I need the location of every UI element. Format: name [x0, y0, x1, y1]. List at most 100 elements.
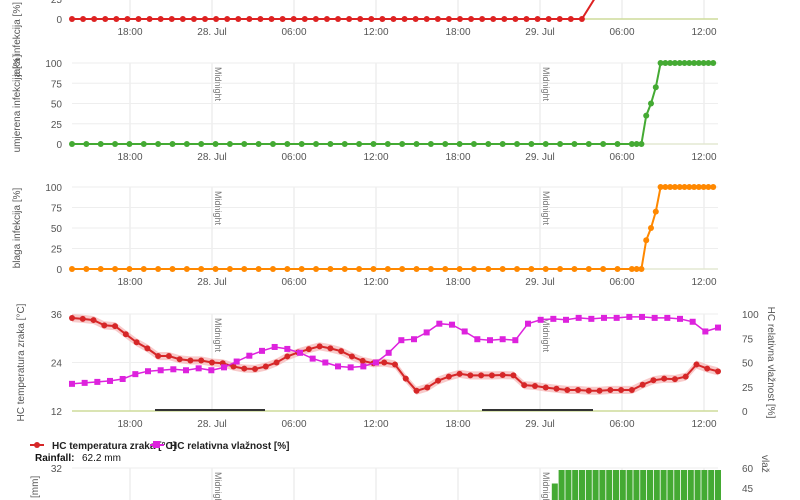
x-tick-label: 12:00: [691, 277, 716, 288]
data-point: [413, 141, 420, 147]
humidity-point: [588, 315, 595, 322]
midnight-label: Midnight: [213, 318, 223, 353]
data-point: [198, 141, 205, 147]
humidity-point: [537, 316, 544, 323]
data-point: [442, 141, 449, 147]
data-point: [657, 184, 664, 190]
data-point: [190, 16, 197, 22]
humidity-point: [259, 347, 265, 354]
temperature-point: [456, 370, 463, 377]
rain-bar: [613, 470, 619, 500]
data-point: [356, 266, 363, 272]
data-point: [542, 266, 549, 272]
data-point: [667, 60, 674, 66]
legend-humidity-marker: [153, 441, 160, 448]
humidity-point: [69, 380, 75, 387]
temperature-humidity-panel: 12 24 36 0 25 50 75 100 HC temperatura zraka [°C…: [16, 303, 776, 421]
data-point: [557, 141, 564, 147]
data-point: [512, 16, 519, 22]
series-line: [72, 0, 595, 20]
humidity-point: [702, 328, 709, 335]
temperature-point: [596, 387, 603, 394]
humidity-point: [119, 375, 126, 382]
data-point: [83, 141, 90, 147]
x-tick-label: 18:00: [445, 27, 470, 38]
data-point: [556, 16, 563, 22]
y2-tick-label: 75: [742, 334, 754, 345]
data-point: [379, 16, 386, 22]
data-point: [357, 16, 364, 22]
temperature-point: [585, 387, 592, 394]
temperature-point: [661, 375, 668, 382]
legend-humidity-label[interactable]: HC relativna vlažnost [%]: [170, 441, 289, 452]
data-point: [528, 141, 535, 147]
x-tick-label: 29. Jul: [525, 277, 554, 288]
temperature-point: [564, 386, 571, 393]
data-point: [456, 266, 463, 272]
rain-bar: [606, 470, 613, 500]
data-point: [313, 141, 320, 147]
temperature-point: [435, 377, 442, 384]
humidity-point: [563, 316, 569, 323]
data-point: [224, 16, 231, 22]
y-tick-label: 25: [51, 0, 63, 6]
data-point: [710, 60, 717, 66]
temperature-point: [639, 381, 646, 388]
temperature-point: [101, 322, 108, 329]
data-point: [91, 16, 98, 22]
data-point: [202, 16, 209, 22]
rain-bar: [640, 470, 647, 500]
midnight-label: Midnight: [213, 472, 223, 500]
data-point: [226, 266, 233, 272]
data-point: [671, 60, 678, 66]
humidity-point: [360, 363, 367, 370]
data-point: [157, 16, 164, 22]
data-point: [528, 266, 535, 272]
data-point: [445, 16, 452, 22]
temperature-point: [359, 357, 366, 364]
humidity-point: [385, 349, 392, 356]
data-point: [113, 16, 120, 22]
temperature-point: [628, 386, 635, 393]
x-tick-label: 28. Jul: [197, 152, 226, 163]
data-point: [567, 16, 574, 22]
rain-bar: [579, 470, 585, 500]
humidity-point: [183, 367, 189, 374]
y-tick-label: 25: [51, 245, 63, 256]
rain-bar: [592, 470, 599, 500]
x-tick-label: 29. Jul: [525, 152, 554, 163]
temperature-point: [208, 359, 215, 366]
data-point: [657, 60, 664, 66]
rain-bar: [653, 470, 660, 500]
data-point: [571, 266, 578, 272]
temperature-point: [445, 373, 452, 380]
data-point: [140, 141, 147, 147]
x-tick-label: 06:00: [609, 277, 634, 288]
data-point: [648, 225, 655, 231]
humidity-point: [297, 349, 303, 356]
rain-bar: [585, 470, 592, 500]
temperature-point: [392, 361, 398, 368]
temperature-point: [338, 348, 345, 355]
y-axis-title: jaka infekcija [%]: [12, 2, 23, 78]
data-point: [341, 266, 348, 272]
x-tick-label: 12:00: [691, 152, 716, 163]
rainfall-label: Rainfall:: [35, 453, 74, 464]
temperature-point: [715, 368, 721, 375]
x-tick-label: 12:00: [363, 277, 388, 288]
data-point: [700, 60, 707, 66]
data-point: [643, 237, 650, 244]
data-point: [212, 266, 219, 272]
data-point: [686, 60, 693, 66]
y-tick-label: 32: [51, 464, 63, 475]
rain-bar: [572, 470, 579, 500]
rain-bar: [701, 470, 708, 500]
rain-bar: [558, 470, 565, 500]
data-point: [633, 266, 640, 272]
legend-temperature-label[interactable]: HC temperatura zraka [°C]: [52, 441, 176, 452]
temperature-point: [553, 385, 560, 392]
x-tick-label: 12:00: [363, 27, 388, 38]
data-point: [346, 16, 353, 22]
rainfall-summary: Rainfall: 62.2 mm: [35, 453, 121, 464]
y-tick-label: 50: [51, 224, 63, 235]
